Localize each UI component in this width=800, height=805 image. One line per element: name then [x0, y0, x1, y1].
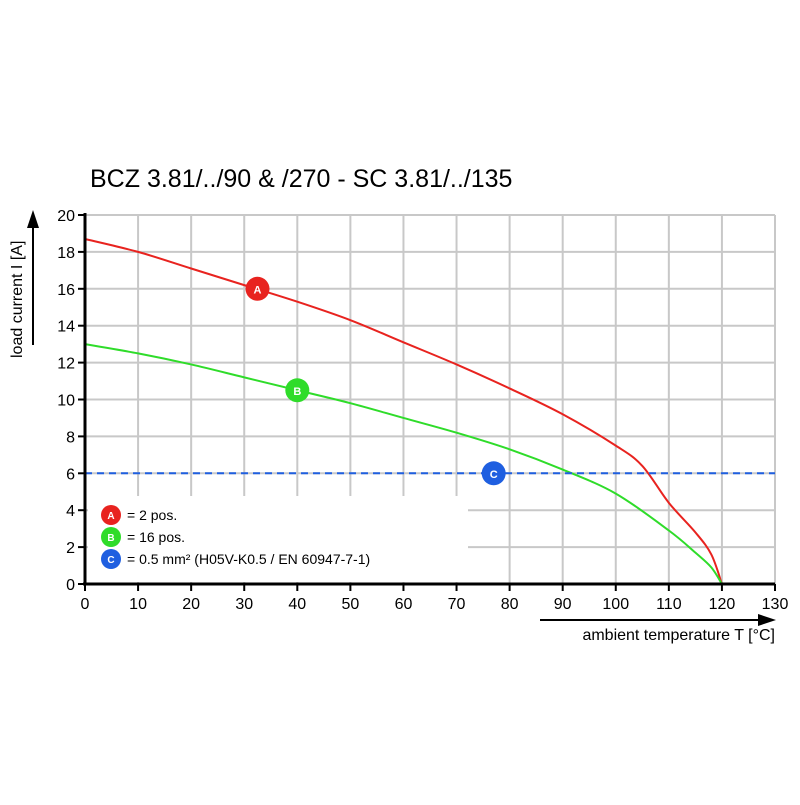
tick-labels: 0 10 20 30 40 50 60 70 80 90 100 110 120 130 0 2 4 6 8 10 12… [57, 208, 788, 613]
legend-marker-A [101, 505, 121, 525]
x-tick-label: 20 [182, 596, 200, 613]
legend-marker-label: A [107, 511, 114, 522]
axes [27, 210, 776, 626]
series-marker-label: C [490, 469, 498, 481]
legend-background [88, 496, 468, 582]
series-line-B [84, 343, 723, 585]
series-marker-A [245, 276, 270, 301]
legend-entry: = 16 pos. [127, 529, 185, 545]
x-axis-label: ambient temperature T [°C] [582, 627, 775, 644]
series-marker-label: A [254, 284, 262, 296]
x-tick-label: 110 [656, 596, 682, 613]
y-tick-label: 0 [66, 577, 75, 594]
x-tick-label: 40 [288, 596, 306, 613]
series-marker-C [481, 461, 506, 486]
x-tick-label: 130 [762, 596, 789, 613]
x-tick-label: 80 [501, 596, 519, 613]
x-tick-label: 60 [395, 596, 413, 613]
y-tick-label: 14 [57, 319, 75, 336]
y-axis-label: load current I [A] [9, 241, 26, 358]
y-tick-label: 20 [57, 208, 75, 225]
legend-entry: = 0.5 mm² (H05V-K0.5 / EN 60947-7-1) [127, 551, 370, 567]
x-tick-label: 0 [81, 596, 90, 613]
x-tick-label: 10 [129, 596, 147, 613]
chart-title: BCZ 3.81/../90 & /270 - SC 3.81/../135 [90, 165, 512, 193]
x-axis-arrow-head [758, 614, 776, 626]
x-tick-label: 90 [554, 596, 572, 613]
legend-entry: = 2 pos. [127, 507, 177, 523]
y-tick-label: 8 [66, 429, 75, 446]
legend-box [88, 496, 468, 582]
y-tick-label: 16 [57, 282, 75, 299]
legend-marker-B [101, 527, 121, 547]
x-tick-label: 120 [709, 596, 736, 613]
y-tick-label: 6 [66, 466, 75, 483]
legend-marker-label: B [107, 533, 114, 544]
y-tick-label: 10 [57, 393, 75, 410]
x-tick-label: 100 [602, 596, 629, 613]
x-tick-label: 50 [341, 596, 359, 613]
y-tick-label: 2 [66, 540, 75, 557]
x-tick-label: 30 [235, 596, 253, 613]
series-marker-B [285, 378, 310, 403]
y-tick-label: 18 [57, 245, 75, 262]
x-tick-label: 70 [448, 596, 466, 613]
series-marker-label: B [293, 386, 301, 398]
legend-marker-C [101, 549, 121, 569]
series-group: ABC [84, 238, 775, 585]
legend-marker-label: C [107, 555, 114, 566]
y-tick-label: 4 [66, 503, 75, 520]
legend: A = 2 pos. B = 16 pos. C = 0.5 mm² (H05V-K0.5… [101, 505, 370, 569]
series-line-A [84, 238, 723, 585]
y-tick-label: 12 [57, 356, 75, 373]
y-axis-arrow-head [27, 210, 39, 228]
